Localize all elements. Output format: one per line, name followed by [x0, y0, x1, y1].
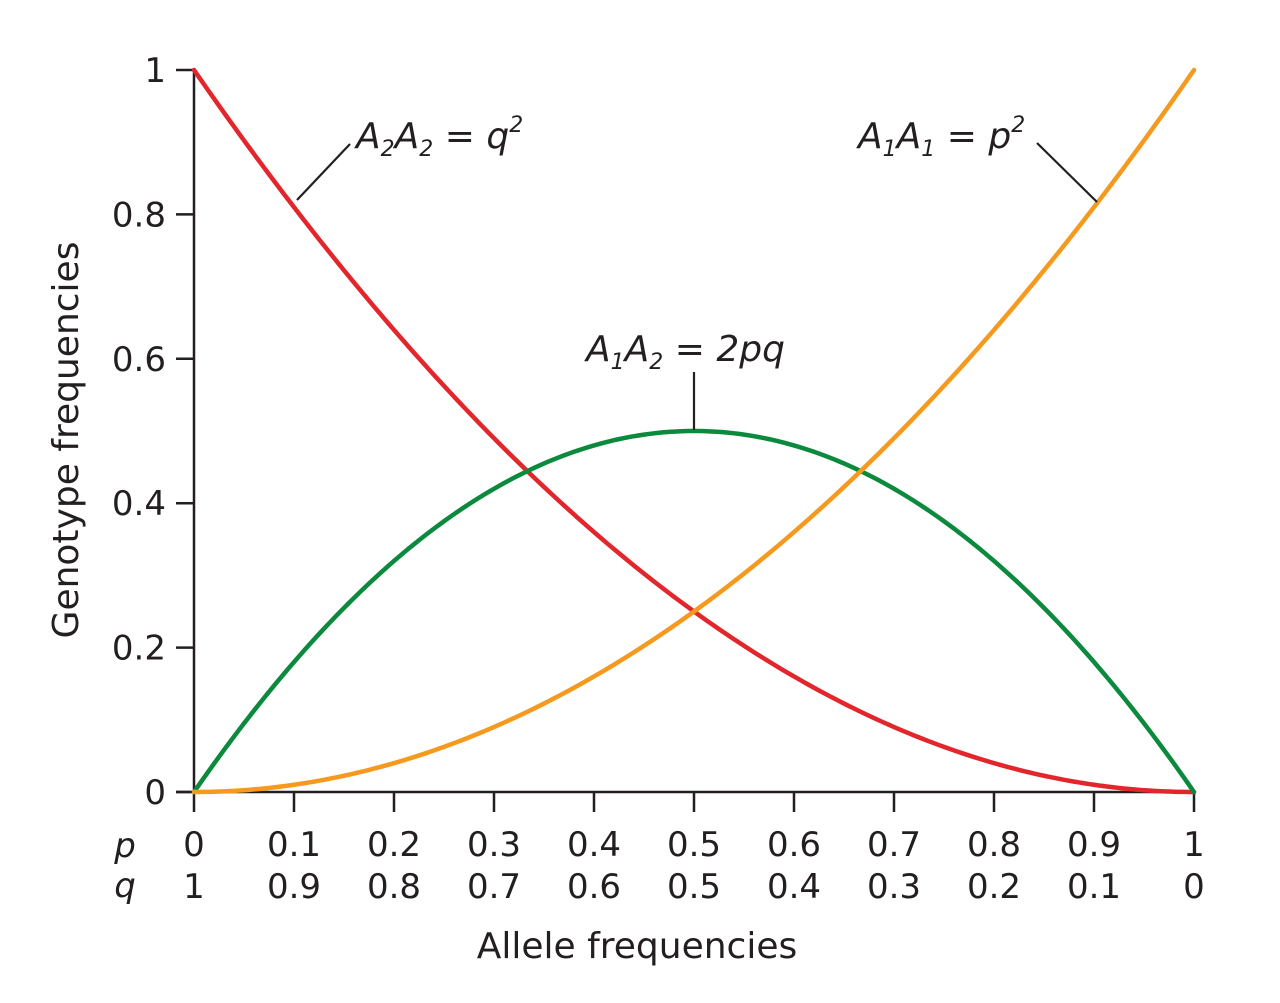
q-tick-label: 0.3 [867, 867, 921, 907]
y-tick-label: 0 [144, 773, 166, 813]
p-tick-label: 0.6 [767, 825, 821, 865]
p2-curve-line [191, 67, 1197, 795]
curves [191, 67, 1197, 795]
q-tick-label: 0.9 [267, 867, 321, 907]
q-tick-label: 0.2 [967, 867, 1021, 907]
axes [176, 70, 1196, 794]
q-tick-label: 1 [183, 867, 205, 907]
p-tick-label: 0.1 [267, 825, 321, 865]
p-tick-label: 0 [183, 825, 205, 865]
2pq-curve-line [191, 428, 1197, 795]
p-tick-label: 0.2 [367, 825, 421, 865]
p-tick-label: 0.4 [567, 825, 621, 865]
2pq-curve-label: A1A2 = 2pq [584, 329, 785, 375]
q-tick-label: 0.8 [367, 867, 421, 907]
p-tick-label: 0.5 [667, 825, 721, 865]
y-ticks: 0 0.2 0.4 0.6 0.8 1 [112, 51, 194, 813]
p-row-label: p [113, 826, 136, 866]
y-tick-label: 0.6 [112, 340, 166, 380]
p2-leader-line [1036, 142, 1098, 203]
y-tick-label: 1 [144, 51, 166, 91]
x-axis-title: Allele frequencies [477, 926, 798, 967]
q-row-label: q [114, 866, 136, 906]
y-tick-label: 0.8 [112, 195, 166, 235]
p2-curve-label: A1A1 = p2 [856, 113, 1025, 162]
q-tick-label: 0.7 [467, 867, 521, 907]
p-tick-label: 0.3 [467, 825, 521, 865]
p-tick-label: 0.8 [967, 825, 1021, 865]
x-ticks: 010.10.90.20.80.30.70.40.60.50.50.60.40.… [183, 792, 1205, 907]
q-tick-label: 0.5 [667, 867, 721, 907]
y-axis-title: Genotype frequencies [46, 242, 87, 639]
q-tick-label: 0.6 [567, 867, 621, 907]
q2-leader-line [296, 143, 351, 201]
y-tick-label: 0.4 [112, 484, 166, 524]
p-tick-label: 0.9 [1067, 825, 1121, 865]
q-tick-label: 0.4 [767, 867, 821, 907]
p-tick-label: 1 [1183, 825, 1205, 865]
p-tick-label: 0.7 [867, 825, 921, 865]
q2-curve-label: A2A2 = q2 [354, 113, 523, 162]
y-tick-label: 0.2 [112, 629, 166, 669]
q-tick-label: 0.1 [1067, 867, 1121, 907]
q-tick-label: 0 [1183, 867, 1205, 907]
